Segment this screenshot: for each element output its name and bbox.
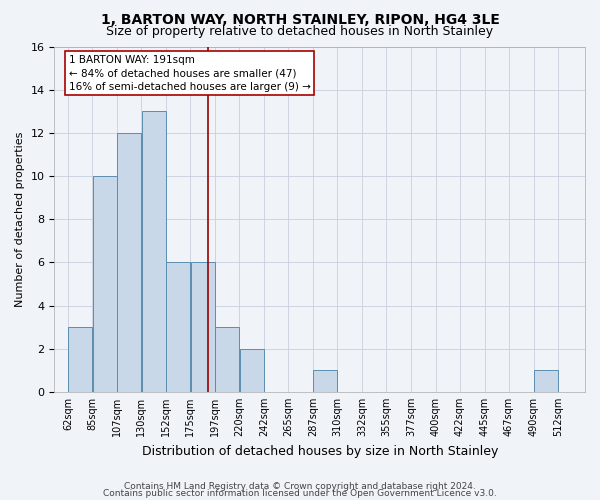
Bar <box>240 349 263 392</box>
Text: 1 BARTON WAY: 191sqm
← 84% of detached houses are smaller (47)
16% of semi-detac: 1 BARTON WAY: 191sqm ← 84% of detached h… <box>69 55 311 92</box>
Bar <box>93 176 116 392</box>
Bar <box>68 327 92 392</box>
Bar <box>534 370 557 392</box>
Text: Contains public sector information licensed under the Open Government Licence v3: Contains public sector information licen… <box>103 489 497 498</box>
Text: Size of property relative to detached houses in North Stainley: Size of property relative to detached ho… <box>106 25 494 38</box>
Y-axis label: Number of detached properties: Number of detached properties <box>15 132 25 307</box>
Bar <box>166 262 190 392</box>
Text: Contains HM Land Registry data © Crown copyright and database right 2024.: Contains HM Land Registry data © Crown c… <box>124 482 476 491</box>
Bar <box>117 133 141 392</box>
Bar <box>215 327 239 392</box>
Bar <box>313 370 337 392</box>
Bar <box>191 262 215 392</box>
X-axis label: Distribution of detached houses by size in North Stainley: Distribution of detached houses by size … <box>142 444 498 458</box>
Text: 1, BARTON WAY, NORTH STAINLEY, RIPON, HG4 3LE: 1, BARTON WAY, NORTH STAINLEY, RIPON, HG… <box>101 12 499 26</box>
Bar <box>142 112 166 392</box>
